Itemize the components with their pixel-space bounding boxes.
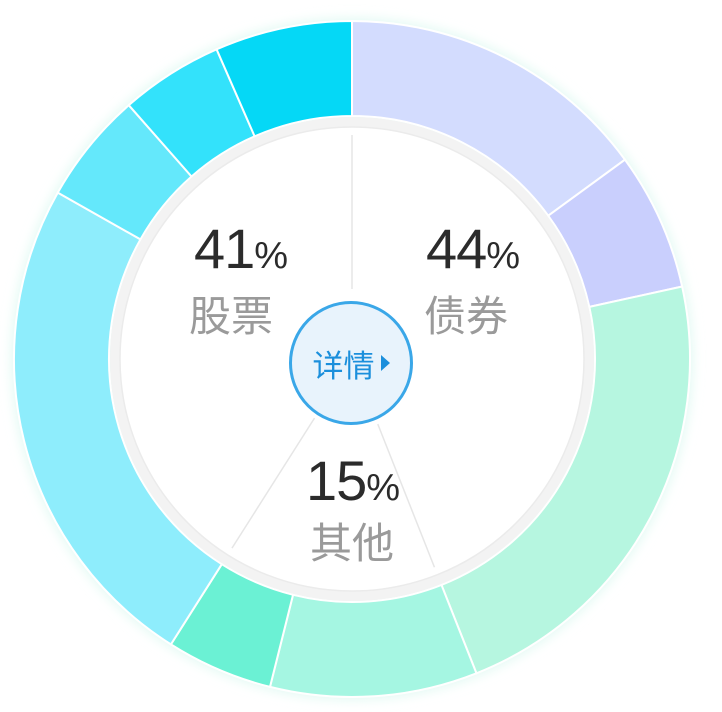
bond-label: 债券 — [423, 292, 508, 341]
sector-0-band-0 — [13, 191, 224, 646]
sector-1-band-2 — [440, 285, 691, 675]
details-button[interactable]: 详情 — [289, 301, 413, 425]
other-percentage: 15% — [292, 448, 414, 513]
caret-right-icon — [380, 355, 390, 371]
sector-2-band-0 — [268, 583, 478, 698]
details-button-label: 详情 — [312, 348, 375, 385]
stock-percentage-unit: % — [254, 235, 289, 277]
stock-label: 股票 — [188, 292, 273, 341]
stock-percentage: 41% — [181, 216, 301, 281]
bond-percentage-unit: % — [486, 235, 521, 277]
other-percentage-value: 15 — [305, 449, 367, 512]
stock-percentage-value: 41 — [193, 217, 255, 280]
other-percentage-unit: % — [366, 467, 401, 509]
other-label: 其他 — [309, 519, 394, 568]
sector-0-band-3 — [215, 19, 353, 138]
bond-percentage-value: 44 — [425, 217, 487, 280]
sector-divider-0 — [231, 417, 316, 549]
sector-divider-2 — [377, 423, 436, 568]
bond-percentage: 44% — [412, 216, 534, 281]
